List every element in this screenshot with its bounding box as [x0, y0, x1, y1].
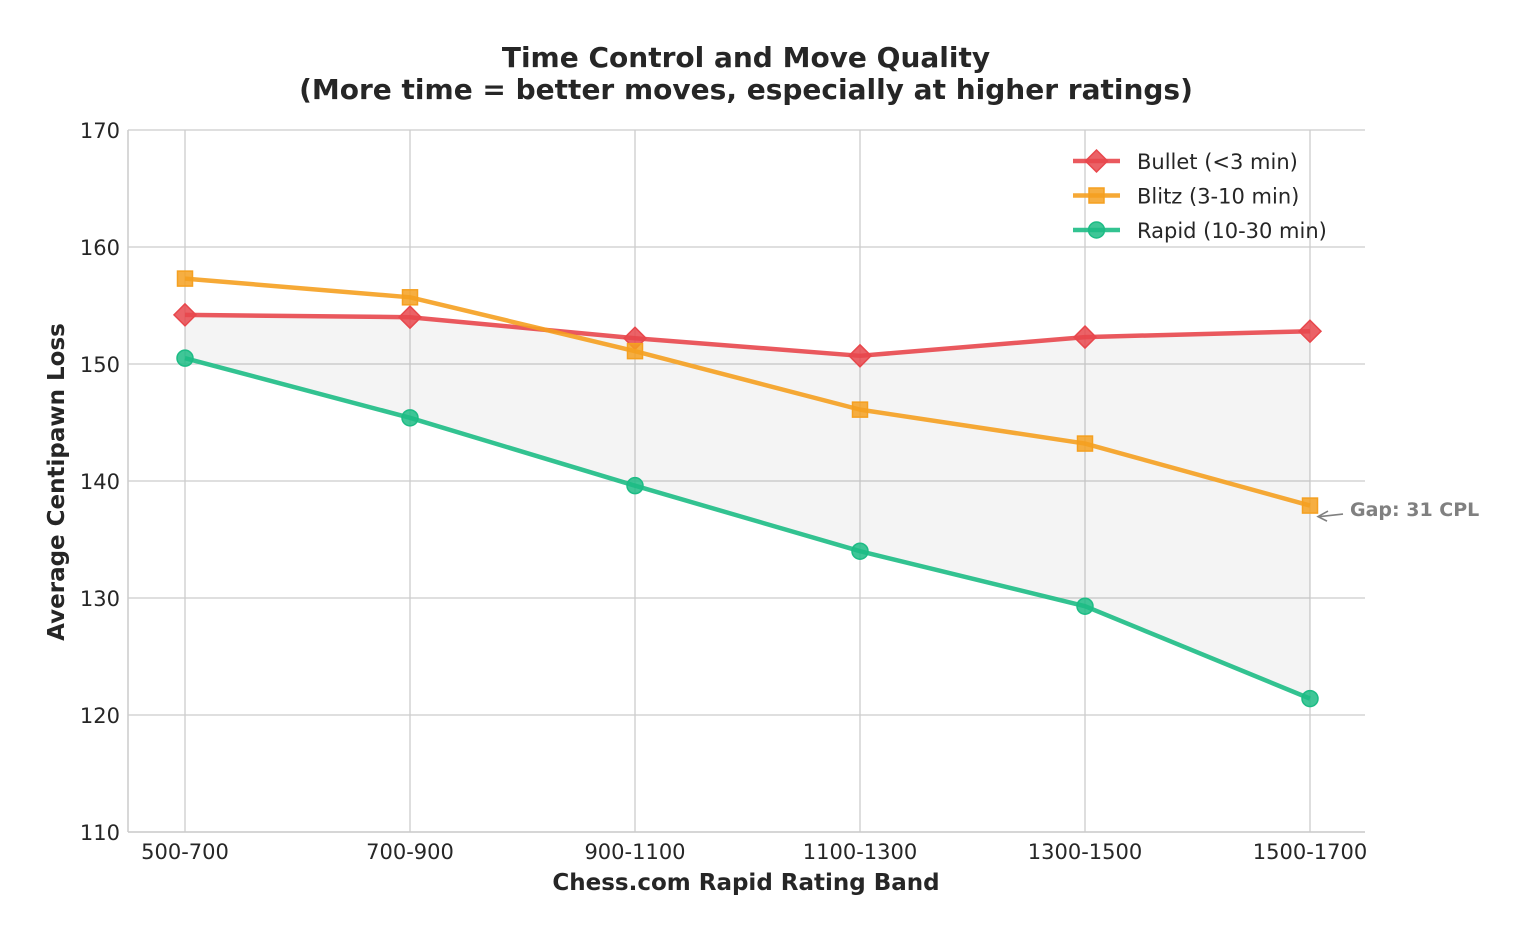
bullet-data-point: [1297, 319, 1323, 344]
bullet-series-line: [184, 312, 1311, 359]
y-tick-label: 140: [80, 470, 120, 494]
rapid-data-point: [401, 409, 419, 427]
x-tick-label: 700-900: [366, 840, 454, 864]
x-axis-label: Chess.com Rapid Rating Band: [552, 870, 939, 896]
gap-shaded-region: [185, 314, 1310, 699]
legend-label-bullet: Bullet (<3 min): [1137, 150, 1298, 174]
legend: Bullet (<3 min) Blitz (3-10 min) Rapid (10…: [1073, 148, 1327, 243]
blitz-data-point: [176, 270, 194, 287]
annotation-arrow: [1319, 513, 1344, 518]
y-tick-label: 110: [80, 821, 120, 845]
annotation-arrowhead: [1316, 510, 1329, 522]
rapid-data-point: [1301, 689, 1319, 708]
plot-area: 110 120 130 140 150 160 170 500-700 700-900 900-1…: [80, 119, 1367, 864]
x-tick-label: 500-700: [141, 840, 229, 864]
bullet-data-point: [397, 305, 423, 330]
blitz-data-point: [1301, 497, 1319, 514]
y-tick-label: 150: [80, 353, 120, 377]
y-axis-label: Average Centipawn Loss: [44, 323, 70, 641]
rapid-data-point: [851, 542, 869, 560]
rapid-data-point: [626, 476, 644, 495]
legend-marker-blitz: [1088, 187, 1105, 204]
blitz-data-point: [401, 289, 419, 306]
rapid-data-point: [1076, 597, 1094, 615]
legend-label-rapid: Rapid (10-30 min): [1137, 219, 1327, 243]
gap-annotation: Gap: 31 CPL: [1350, 499, 1479, 521]
bullet-data-point: [847, 343, 873, 368]
rapid-data-point: [176, 349, 194, 367]
y-tick-label: 120: [80, 704, 120, 728]
chart-title: Time Control and Move Quality: [502, 41, 990, 74]
blitz-data-point: [851, 401, 869, 418]
y-tick-label: 130: [80, 587, 120, 611]
x-tick-label: 1300-1500: [1028, 840, 1142, 864]
bullet-data-point: [172, 302, 198, 327]
rapid-series-line: [184, 355, 1311, 701]
chart-subtitle: (More time = better moves, especially at…: [299, 73, 1193, 106]
blitz-data-point: [1076, 435, 1094, 452]
x-tick-label: 900-1100: [584, 840, 685, 864]
legend-marker-rapid: [1087, 221, 1106, 239]
x-tick-label: 1500-1700: [1253, 840, 1367, 864]
x-tick-label: 1100-1300: [803, 840, 917, 864]
legend-label-blitz: Blitz (3-10 min): [1137, 185, 1299, 209]
legend-marker-bullet: [1084, 148, 1109, 174]
bullet-data-point: [1072, 325, 1098, 350]
blitz-series-line: [184, 276, 1311, 508]
blitz-data-point: [626, 342, 644, 360]
y-tick-label: 160: [80, 236, 120, 260]
y-tick-label: 170: [80, 119, 120, 143]
